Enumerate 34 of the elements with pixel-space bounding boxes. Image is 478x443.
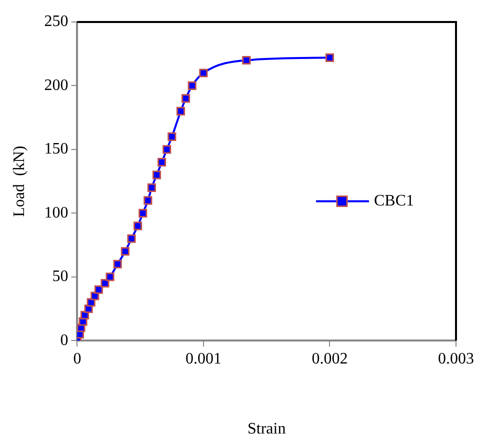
y-tick-label: 250 xyxy=(44,13,68,30)
point xyxy=(182,94,190,103)
y-tick-label: 150 xyxy=(44,140,68,158)
x-tick-label: 0 xyxy=(73,350,82,368)
point xyxy=(168,132,176,141)
point xyxy=(147,183,156,192)
point xyxy=(90,292,100,300)
x-tick-label: 0.002 xyxy=(312,350,348,368)
point xyxy=(134,222,142,230)
y-axis-title: Load (kN) xyxy=(10,146,28,217)
point xyxy=(127,234,136,243)
point xyxy=(188,81,196,90)
x-tick-label: 0.001 xyxy=(185,350,222,368)
point xyxy=(325,53,334,62)
x-tick-label: 0.003 xyxy=(438,350,474,368)
point xyxy=(94,285,103,294)
point xyxy=(106,272,114,282)
point xyxy=(199,68,208,78)
point xyxy=(144,196,152,205)
point xyxy=(158,158,166,166)
point xyxy=(176,106,186,116)
point xyxy=(138,208,148,218)
point xyxy=(162,145,172,154)
y-tick-label: 50 xyxy=(52,268,68,286)
legend-label: CBC1 xyxy=(374,192,414,210)
y-tick-label: 200 xyxy=(44,76,68,94)
y-tick-label: 100 xyxy=(44,204,68,222)
point xyxy=(242,56,251,65)
point xyxy=(113,260,122,268)
y-tick-label: 0 xyxy=(60,332,68,349)
x-axis-title: Strain xyxy=(247,420,286,438)
point xyxy=(152,170,162,180)
point xyxy=(100,278,110,288)
point xyxy=(120,247,130,256)
